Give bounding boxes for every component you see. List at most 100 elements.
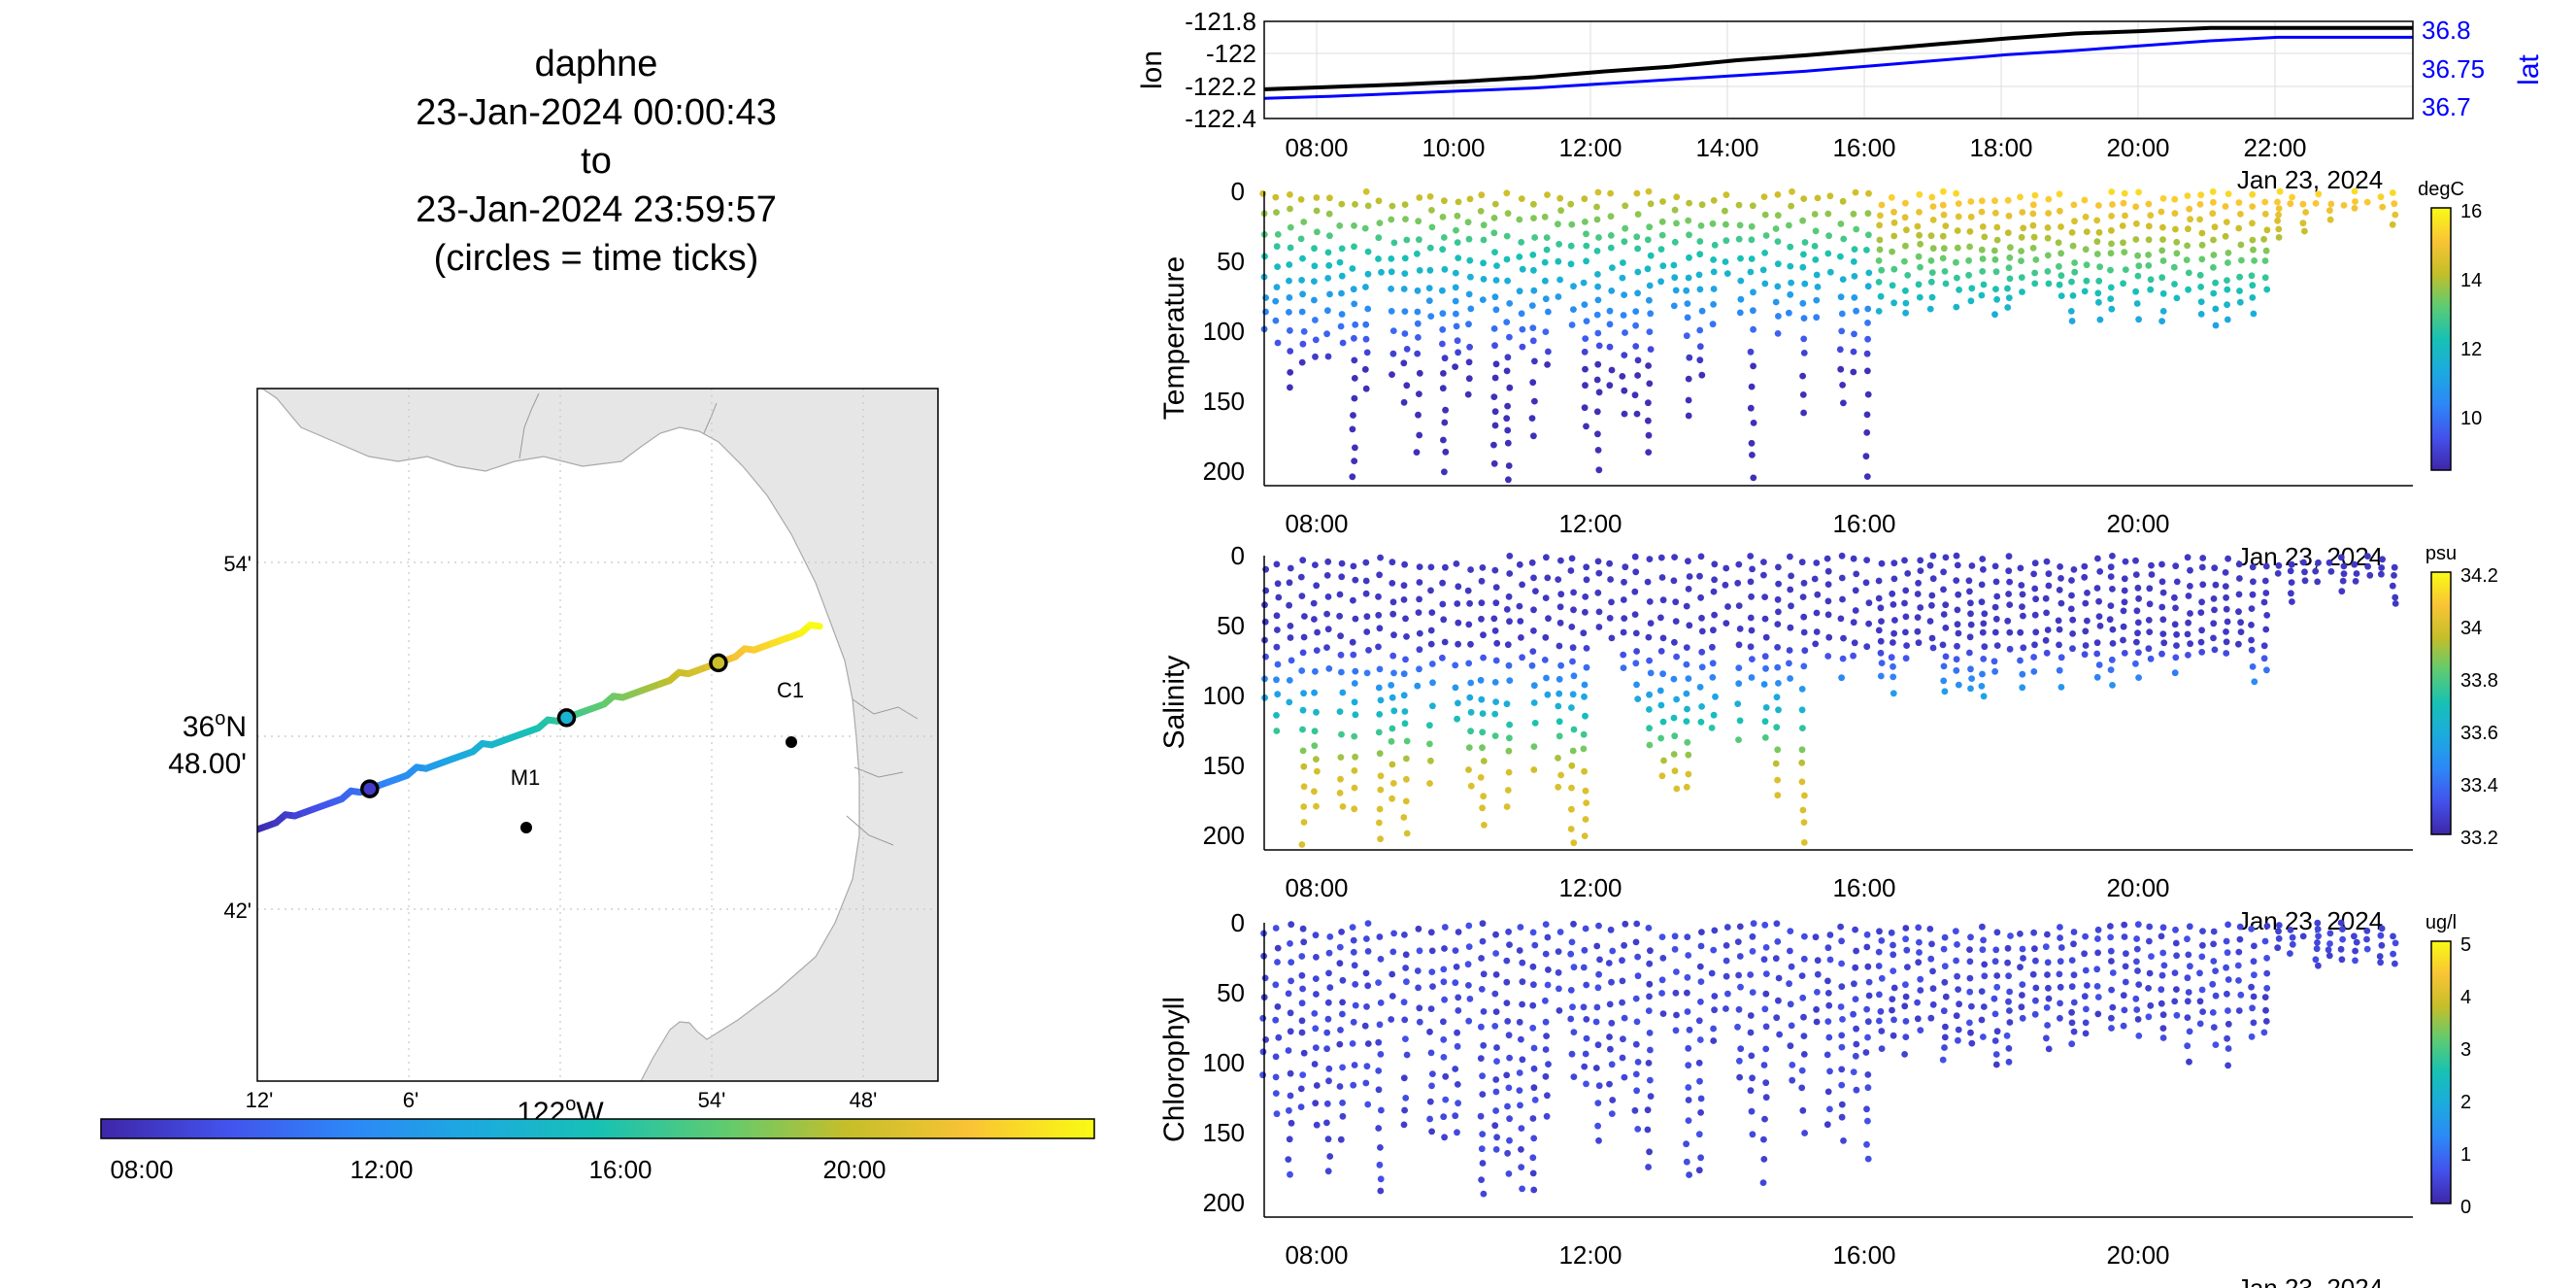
chlorophyll-dot bbox=[2045, 995, 2053, 1002]
salinity-dot bbox=[1774, 663, 1782, 671]
temperature-dot bbox=[1543, 246, 1551, 254]
salinity-dot bbox=[2147, 655, 2155, 662]
chlorophyll-dot bbox=[1312, 975, 1320, 982]
salinity-dot bbox=[1696, 572, 1703, 580]
chlorophyll-dot bbox=[1426, 1115, 1433, 1123]
salinity-dot bbox=[1531, 720, 1539, 727]
chlorophyll-dot bbox=[1375, 1038, 1383, 1046]
temperature-dot bbox=[1314, 228, 1321, 236]
salinity-dot bbox=[1646, 657, 1653, 664]
temperature-dot bbox=[1709, 321, 1717, 328]
salinity-dot bbox=[2031, 641, 2038, 649]
chlorophyll-dot bbox=[1592, 1065, 1600, 1071]
temperature-dot bbox=[1838, 327, 1846, 335]
temperature-dot bbox=[2057, 223, 2064, 230]
chlorophyll-dot bbox=[2263, 923, 2271, 930]
temperature-dot bbox=[1737, 277, 1745, 285]
chlorophyll-dot bbox=[1492, 1146, 1500, 1153]
salinity-dot bbox=[1698, 703, 1705, 710]
temperature-dot bbox=[1863, 247, 1870, 254]
temperature-dot bbox=[1477, 208, 1485, 215]
chlorophyll-dot bbox=[1300, 1049, 1308, 1057]
temperature-dot bbox=[2135, 262, 2143, 270]
chlorophyll-dot bbox=[1580, 964, 1588, 971]
chlorophyll-dot bbox=[2251, 942, 2258, 950]
chlorophyll-dot bbox=[1583, 981, 1590, 989]
chlorophyll-dot bbox=[2248, 1033, 2256, 1040]
chlorophyll-dot bbox=[1312, 1044, 1320, 1051]
temperature-dot bbox=[1993, 236, 2001, 244]
salinity-dot bbox=[1632, 660, 1640, 667]
salinity-dot bbox=[1504, 787, 1512, 794]
salinity-dot bbox=[1580, 629, 1588, 637]
temperature-dot bbox=[1862, 453, 1870, 460]
chlorophyll-dot bbox=[1259, 1071, 1266, 1079]
chlorophyll-dot bbox=[1890, 984, 1898, 992]
glider-track bbox=[257, 622, 823, 833]
temperature-dot bbox=[1671, 206, 1679, 214]
salinity-dot bbox=[2096, 623, 2104, 629]
chlorophyll-dot bbox=[1492, 971, 1500, 978]
chlorophyll-dot bbox=[1747, 1012, 1755, 1019]
chlorophyll-dot bbox=[1275, 1034, 1283, 1041]
salinity-dot bbox=[2340, 570, 2348, 578]
chlorophyll-dot bbox=[1622, 920, 1629, 928]
temperature-dot bbox=[2197, 191, 2205, 199]
chlorophyll-dot bbox=[2377, 932, 2385, 939]
chlorophyll-dot bbox=[1313, 991, 1320, 998]
temperature-dot bbox=[1978, 291, 1986, 299]
salinity-dot bbox=[1467, 708, 1475, 716]
temperature-dot bbox=[1464, 219, 1472, 226]
temperature-dot bbox=[1388, 216, 1395, 223]
salinity-dot bbox=[1390, 669, 1397, 677]
temperature-dot bbox=[2096, 316, 2104, 323]
chlorophyll-dot bbox=[1901, 1002, 1909, 1010]
salinity-dot bbox=[1506, 570, 1514, 577]
chlorophyll-xtick-1600: 16:00 bbox=[1832, 1240, 1895, 1270]
temperature-colorbar-unit: degC bbox=[2418, 179, 2464, 200]
chlorophyll-dot bbox=[1454, 1129, 1460, 1136]
chlorophyll-dot bbox=[2030, 929, 2038, 936]
salinity-dot bbox=[1685, 751, 1692, 759]
temperature-dot bbox=[2095, 228, 2103, 236]
salinity-dot bbox=[1736, 717, 1744, 725]
temperature-dot bbox=[1401, 254, 1409, 262]
temperature-dot bbox=[2326, 216, 2334, 223]
chlorophyll-dot bbox=[2196, 998, 2204, 1005]
chlorophyll-dot bbox=[1326, 933, 1334, 940]
chlorophyll-dot bbox=[1350, 948, 1357, 956]
chlorophyll-dot bbox=[1339, 1112, 1347, 1120]
chlorophyll-dot bbox=[1582, 1050, 1589, 1058]
chlorophyll-dot bbox=[2019, 1014, 2026, 1022]
salinity-dot bbox=[1954, 561, 1961, 569]
chlorophyll-dot bbox=[1375, 1125, 1383, 1132]
chlorophyll-dot bbox=[1620, 1035, 1626, 1043]
salinity-dot bbox=[1529, 648, 1537, 655]
map-lat-unit: N bbox=[225, 711, 247, 743]
salinity-dot bbox=[1465, 621, 1473, 628]
map-lon-tick-48: 48' bbox=[850, 1088, 878, 1112]
salinity-dot bbox=[1388, 725, 1396, 732]
temperature-dot bbox=[2275, 211, 2283, 219]
chlorophyll-dot bbox=[2184, 998, 2191, 1005]
salinity-dot bbox=[2030, 668, 2038, 675]
chlorophyll-dot bbox=[1377, 1187, 1385, 1195]
chlorophyll-dot bbox=[1619, 977, 1626, 985]
temperature-dot bbox=[1942, 222, 1950, 230]
salinity-dot bbox=[1673, 785, 1681, 793]
temperature-dot bbox=[2196, 216, 2204, 223]
chlorophyll-dot bbox=[1621, 1073, 1628, 1081]
temperature-dot bbox=[2019, 288, 2025, 295]
salinity-dot bbox=[1376, 819, 1383, 827]
chlorophyll-dot bbox=[1953, 957, 1959, 965]
temperature-dot bbox=[1441, 265, 1449, 273]
temperature-dot bbox=[1530, 432, 1537, 440]
salinity-dot bbox=[1748, 674, 1756, 681]
temperature-dot bbox=[1992, 268, 2000, 276]
salinity-dot bbox=[1581, 767, 1588, 775]
chlorophyll-dot bbox=[1570, 1029, 1578, 1035]
temperature-dot bbox=[2067, 308, 2075, 315]
chlorophyll-dot bbox=[1772, 955, 1780, 963]
chlorophyll-dot bbox=[2199, 928, 2206, 934]
chlorophyll-dot bbox=[1761, 1005, 1769, 1013]
